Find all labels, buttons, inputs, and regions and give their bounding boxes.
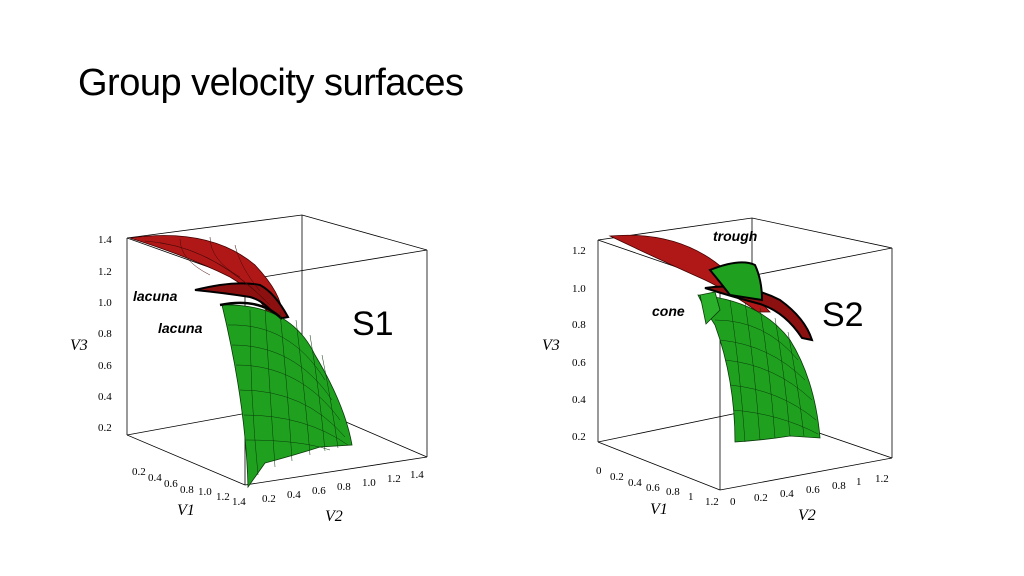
slide-title: Group velocity surfaces [78,62,464,104]
v2-axis-s1: 0.2 0.4 0.6 0.8 1.0 1.2 1.4 V2 [262,469,424,525]
v2-tick: 0.2 [754,492,768,504]
v3-tick: 1.2 [98,266,112,278]
v2-axis-label: V2 [798,507,816,524]
v1-tick: 0.4 [148,472,162,484]
v3-tick: 0.4 [98,391,112,403]
v2-tick: 1.2 [387,473,401,485]
annotation-trough: trough [713,228,757,244]
v3-tick: 1.4 [98,234,112,246]
v1-tick: 1.0 [198,486,212,498]
v1-tick: 0.8 [666,486,680,498]
v3-tick: 0.8 [572,319,586,331]
v3-tick: 0.8 [98,328,112,340]
v2-tick: 1.2 [875,473,889,485]
v2-tick: 0.4 [287,489,301,501]
plot-box-s2 [597,217,893,491]
v1-tick: 0.4 [628,477,642,489]
v2-tick: 0.4 [780,488,794,500]
v1-axis-label: V1 [650,501,668,518]
surface-label-s2: S2 [822,296,864,334]
inner-sheet-s2 [697,294,821,443]
v2-tick: 0 [730,496,736,508]
surface-label-s1: S1 [352,305,394,343]
v3-axis-label: V3 [542,337,560,354]
inner-sheet-s1 [221,304,353,489]
v1-tick: 0.8 [180,484,194,496]
annotation-lacuna-lower: lacuna [158,320,203,336]
v1-tick: 1.4 [232,496,246,508]
v2-axis-label: V2 [325,508,343,525]
v1-tick: 0.2 [610,471,624,483]
surface-plot-s2: 1.2 1.0 0.8 0.6 0.4 0.2 V3 0 0.2 0.4 0.6… [542,217,893,524]
v2-tick: 0.8 [832,480,846,492]
v3-axis-s2: 1.2 1.0 0.8 0.6 0.4 0.2 V3 [542,245,586,443]
annotation-cone: cone [652,303,685,319]
v2-tick: 0.6 [806,484,820,496]
v3-tick: 0.6 [98,360,112,372]
v2-tick: 1.0 [362,477,376,489]
v3-tick: 1.2 [572,245,586,257]
v3-tick: 0.2 [572,431,586,443]
v2-tick: 0.8 [337,481,351,493]
v1-tick: 0.6 [164,478,178,490]
v3-tick: 1.0 [98,297,112,309]
v2-tick: 1 [856,476,862,488]
annotation-lacuna-upper: lacuna [133,288,178,304]
surface-plot-s1: 1.4 1.2 1.0 0.8 0.6 0.4 0.2 V3 0.2 0.4 0… [70,214,428,525]
v1-axis-s1: 0.2 0.4 0.6 0.8 1.0 1.2 1.4 V1 [132,466,246,519]
v2-axis-s2: 0 0.2 0.4 0.6 0.8 1 1.2 V2 [730,473,889,524]
v1-tick: 1.2 [216,491,230,503]
v2-tick: 0.6 [312,485,326,497]
v2-tick: 0.2 [262,493,276,505]
v3-tick: 0.4 [572,394,586,406]
v1-tick: 1.2 [705,496,719,508]
v3-tick: 0.2 [98,422,112,434]
v1-axis-s2: 0 0.2 0.4 0.6 0.8 1 1.2 V1 [596,465,719,518]
v1-tick: 0 [596,465,602,477]
v3-tick: 0.6 [572,357,586,369]
v3-axis-s1: 1.4 1.2 1.0 0.8 0.6 0.4 0.2 V3 [70,234,112,434]
v2-tick: 1.4 [410,469,424,481]
v3-tick: 1.0 [572,283,586,295]
v1-axis-label: V1 [177,502,195,519]
v1-tick: 0.2 [132,466,146,478]
v1-tick: 1 [688,491,694,503]
v3-axis-label: V3 [70,337,88,354]
v1-tick: 0.6 [646,482,660,494]
